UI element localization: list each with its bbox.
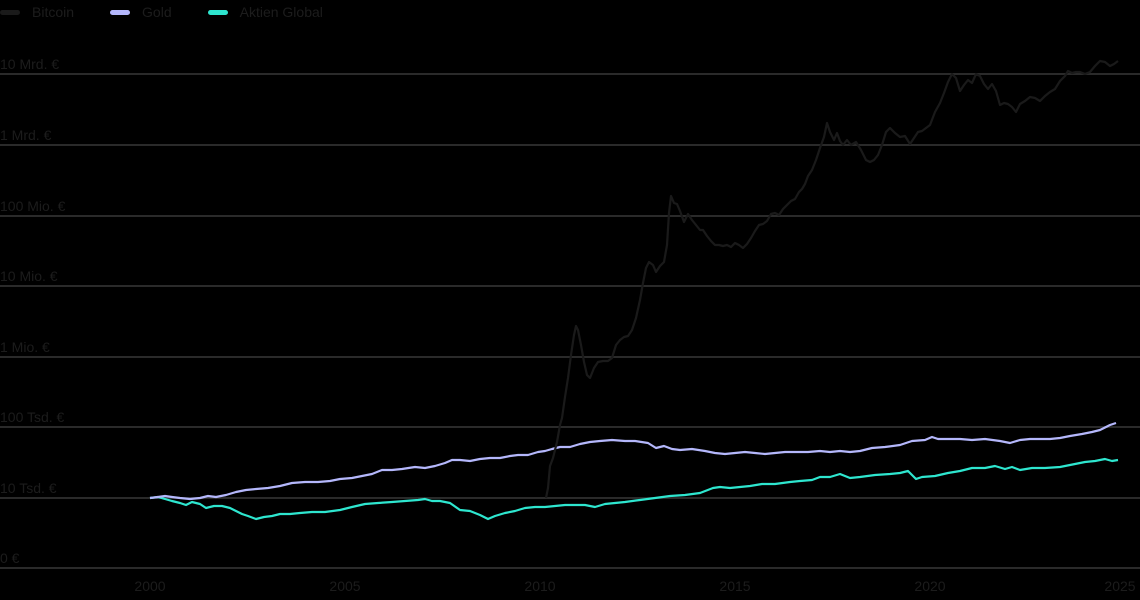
y-tick-label: 10 Mio. € [0,268,58,284]
legend: Bitcoin Gold Aktien Global [0,2,359,22]
y-tick-label: 10 Mrd. € [0,56,60,72]
legend-label: Bitcoin [32,4,75,20]
y-tick-label: 0 € [0,550,20,566]
y-tick-label: 1 Mrd. € [0,127,52,143]
aktien-swatch-icon [207,9,228,15]
legend-label: Gold [142,4,172,20]
gold-swatch-icon [110,9,131,15]
x-tick-label: 2005 [329,578,361,594]
legend-item-gold[interactable]: Gold [110,4,172,20]
y-tick-label: 1 Mio. € [0,339,50,355]
y-tick-label: 100 Tsd. € [0,409,65,425]
gridlines [0,73,1140,569]
x-tick-label: 2020 [914,578,946,594]
aktien-global-line [149,457,1119,521]
legend-label: Aktien Global [239,4,323,20]
x-tick-label: 2000 [134,578,166,594]
x-tick-label: 2010 [524,578,556,594]
x-tick-label: 2025 [1104,578,1136,594]
bitcoin-line [544,59,1119,499]
legend-item-aktien-global[interactable]: Aktien Global [207,4,323,20]
y-tick-label: 10 Tsd. € [0,480,57,496]
x-tick-label: 2015 [719,578,751,594]
legend-item-bitcoin[interactable]: Bitcoin [0,4,74,20]
bitcoin-swatch-icon [0,9,20,15]
gold-line [149,421,1117,501]
y-tick-label: 100 Mio. € [0,198,66,214]
